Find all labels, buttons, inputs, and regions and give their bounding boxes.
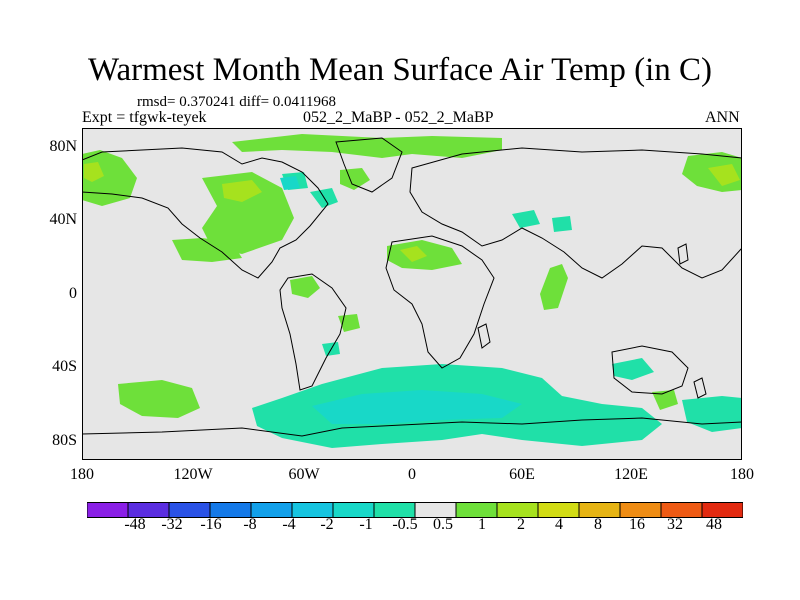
patch-pacific-core (222, 180, 262, 202)
outline-japan (677, 243, 689, 265)
outline-new-zealand (693, 377, 707, 399)
outline-north-america (82, 147, 329, 279)
outline-antarctica (82, 417, 742, 437)
outline-australia (611, 345, 689, 395)
legend-label-11: 2 (517, 516, 525, 533)
patch-siberia-core (708, 164, 740, 186)
period-label: ANN (705, 109, 740, 126)
x-tick-0: 0 (408, 466, 416, 483)
y-tick-80s: 80S (52, 432, 77, 449)
legend-label-12: 4 (555, 516, 563, 533)
x-tick-180e: 180 (730, 466, 754, 483)
patch-asia-mid (512, 210, 540, 228)
legend-boxes (87, 502, 743, 518)
legend-label-15: 32 (667, 516, 683, 533)
outline-south-america (279, 273, 347, 391)
legend-label-6: -2 (320, 516, 334, 533)
x-tick-180w: 180 (70, 466, 94, 483)
legend-label-3: -16 (200, 516, 222, 533)
patch-alaska-core (84, 162, 104, 182)
patch-atlantic-west (172, 238, 242, 262)
patch-china (652, 390, 678, 410)
anomaly-map (82, 128, 742, 460)
patch-arctic-north (232, 134, 502, 158)
y-tick-0: 0 (69, 285, 77, 302)
continent-outlines (82, 137, 742, 437)
legend-label-13: 8 (594, 516, 602, 533)
legend-label-5: -4 (282, 516, 296, 533)
legend-label-1: -48 (124, 516, 146, 533)
legend-label-4: -8 (243, 516, 257, 533)
outline-greenland (335, 137, 403, 193)
strong-negative-regions (280, 176, 522, 424)
outline-africa (385, 235, 495, 369)
patch-asia-east (552, 216, 572, 232)
map-frame (82, 128, 742, 460)
y-tick-80n: 80N (49, 138, 77, 155)
patch-south-indian-east (612, 358, 654, 380)
patch-europe-core (400, 246, 427, 262)
x-tick-60w: 60W (288, 466, 320, 483)
experiment-label: Expt = tfgwk-teyek (82, 109, 207, 126)
legend-label-10: 1 (478, 516, 486, 533)
legend-label-8: -0.5 (392, 516, 418, 533)
legend-label-9: 0.5 (433, 516, 453, 533)
legend-label-16: 48 (706, 516, 722, 533)
map-title: Warmest Month Mean Surface Air Temp (in … (87, 52, 713, 88)
x-tick-60e: 60E (509, 466, 535, 483)
color-legend (87, 502, 743, 518)
legend-label-7: -1 (359, 516, 373, 533)
y-tick-40n: 40N (49, 211, 77, 228)
y-tick-40s: 40S (52, 358, 77, 375)
x-tick-120w: 120W (173, 466, 213, 483)
rmsd-diff-stats: rmsd= 0.370241 diff= 0.0411968 (137, 94, 336, 110)
patch-southern-ocean-core (312, 390, 522, 424)
positive-anomaly-regions (82, 134, 742, 418)
patch-samerica-1 (290, 276, 320, 298)
case-label: 052_2_MaBP - 052_2_MaBP (303, 109, 494, 126)
legend-box-16 (701, 502, 743, 518)
patch-greenland-core (280, 176, 300, 190)
outline-madagascar (477, 323, 491, 349)
x-tick-120e: 120E (614, 466, 648, 483)
patch-indian-east (540, 264, 568, 310)
legend-label-14: 16 (629, 516, 645, 533)
legend-label-2: -32 (161, 516, 183, 533)
outline-eurasia (409, 147, 742, 279)
mid-positive-regions (84, 162, 740, 262)
patch-south-pacific (118, 380, 200, 418)
